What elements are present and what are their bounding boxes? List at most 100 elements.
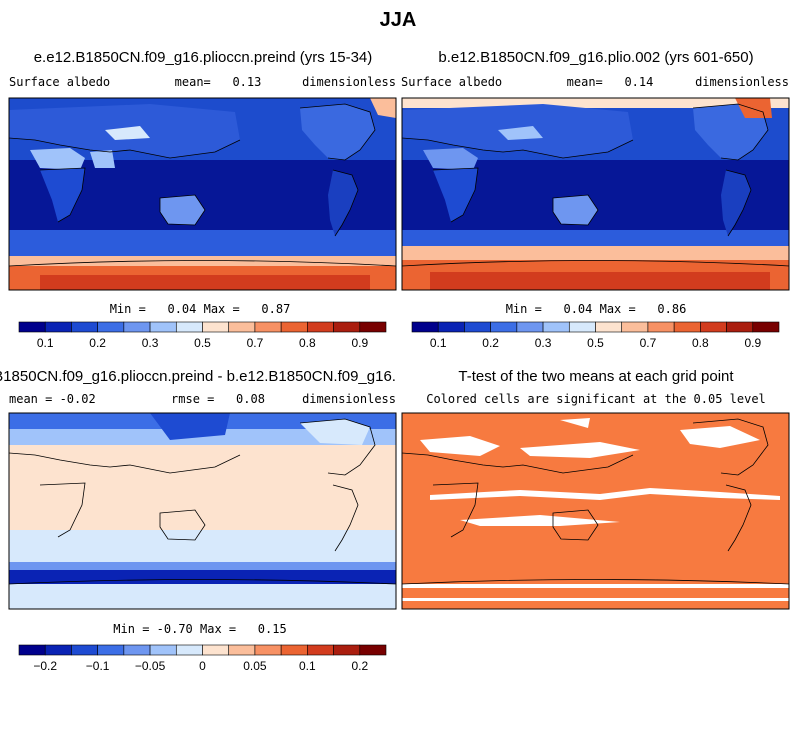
panel-3-colorbar-swatch xyxy=(202,644,230,656)
panel-1-colorbar-swatch xyxy=(228,321,256,333)
panel-3-colorbar-swatch xyxy=(18,644,46,656)
panel-2-colorbar-swatch xyxy=(411,321,439,333)
panel-2-greenland xyxy=(735,98,772,118)
panel-3-colorbar-tick-label: −0.1 xyxy=(86,659,110,673)
panel-3-coastlines xyxy=(9,418,396,585)
panel-1-variable-label: Surface albedo xyxy=(9,75,110,89)
panel-3-title: e.e12.B1850CN.f09_g16.plioccn.preind - b… xyxy=(0,368,449,385)
panel-2-coastlines xyxy=(402,103,789,267)
panel-3-units-label: dimensionless xyxy=(302,392,396,406)
panel-2-colorbar: 0.1 0.2 0.3 0.5 0.7 0.8 0.9 xyxy=(411,321,780,350)
panel-1-colorbar-swatch xyxy=(333,321,361,333)
panel-2-colorbar-swatch xyxy=(647,321,675,333)
panel-1-colorbar-tick-label: 0.8 xyxy=(299,336,316,350)
panel-2-colorbar-swatch xyxy=(437,321,465,333)
panel-3-north-america-negative xyxy=(300,419,370,445)
panel-2-units-label: dimensionless xyxy=(695,75,789,89)
panel-2-title: b.e12.B1850CN.f09_g16.plio.002 (yrs 601-… xyxy=(438,49,753,66)
panel-4-insignificant-north xyxy=(420,418,760,458)
panel-3-colorbar-swatch xyxy=(97,644,125,656)
panel-2-arctic-band xyxy=(402,98,789,108)
panel-1-north-america xyxy=(300,104,375,160)
panel-4-coastlines xyxy=(402,418,789,585)
panel-1-antarctic-sea-ice xyxy=(9,256,396,266)
panel-3-southern-band xyxy=(9,530,396,562)
panel-2-colorbar-swatch xyxy=(516,321,544,333)
panel-1-colorbar-swatch xyxy=(359,321,387,333)
panel-2-south-america xyxy=(721,170,751,236)
panel-2-mean-label: mean= 0.14 xyxy=(567,75,654,89)
panel-4-map xyxy=(402,413,789,609)
panel-2-minmax: Min = 0.04 Max = 0.86 xyxy=(506,302,687,316)
panel-2-colorbar-swatch xyxy=(726,321,754,333)
panel-1-colorbar: 0.1 0.2 0.3 0.5 0.7 0.8 0.9 xyxy=(18,321,387,350)
panel-3-colorbar-swatch xyxy=(149,644,177,656)
panel-3-colorbar-tick-label: 0.05 xyxy=(243,659,267,673)
panel-1-colorbar-swatch xyxy=(307,321,334,333)
panel-1-title: e.e12.B1850CN.f09_g16.plioccn.preind (yr… xyxy=(34,49,373,66)
panel-1-africa-south xyxy=(40,168,85,222)
panel-2-colorbar-tick-label: 0.5 xyxy=(587,336,604,350)
panel-3-colorbar-swatch xyxy=(228,644,256,656)
panel-3-frame xyxy=(8,412,397,610)
panel-3-colorbar-swatch xyxy=(44,644,72,656)
panel-1-colorbar-tick-label: 0.5 xyxy=(194,336,211,350)
panel-2-southern-ocean xyxy=(402,230,789,246)
panel-2-colorbar-swatch xyxy=(464,321,491,333)
panel-1-colorbar-swatch xyxy=(18,321,46,333)
panel-1-minmax: Min = 0.04 Max = 0.87 xyxy=(110,302,291,316)
panel-3-mean-label: mean = -0.02 xyxy=(9,392,96,406)
panel-1-colorbar-swatch xyxy=(149,321,177,333)
panel-4-subtitle: Colored cells are significant at the 0.0… xyxy=(426,392,766,406)
panel-1-mean-label: mean= 0.13 xyxy=(175,75,262,89)
panel-2-colorbar-tick-label: 0.7 xyxy=(640,336,657,350)
panel-2-colorbar-swatch xyxy=(595,321,623,333)
panel-3-map xyxy=(9,413,396,609)
panel-1-tibet xyxy=(105,126,150,140)
panel-1-colorbar-tick-label: 0.7 xyxy=(247,336,264,350)
panel-3-colorbar-swatch xyxy=(175,644,203,656)
panel-2-colorbar-swatch xyxy=(542,321,570,333)
panel-2-tibet xyxy=(498,126,543,140)
panel-2-colorbar-tick-label: 0.1 xyxy=(430,336,447,350)
panel-1-frame xyxy=(8,97,397,291)
panel-2-colorbar-swatch xyxy=(700,321,727,333)
panel-1-south-america xyxy=(328,170,358,236)
panel-1-map xyxy=(9,98,396,290)
panel-4-insignificant-south xyxy=(402,584,789,601)
panel-4: T-test of the two means at each grid poi… xyxy=(401,368,790,610)
figure-title: JJA xyxy=(380,9,417,31)
panel-1-colorbar-swatch xyxy=(71,321,98,333)
panel-3-colorbar-tick-label: 0.2 xyxy=(351,659,368,673)
panel-3-colorbar-swatch xyxy=(333,644,361,656)
panel-3-colorbar-tick-label: 0.1 xyxy=(299,659,316,673)
panel-4-frame xyxy=(401,412,790,610)
panel-2-colorbar-swatch xyxy=(673,321,701,333)
panel-1-colorbar-swatch xyxy=(202,321,230,333)
panel-2-sahara xyxy=(423,148,478,170)
panel-2-colorbar-tick-label: 0.3 xyxy=(535,336,552,350)
panel-1-units-label: dimensionless xyxy=(302,75,396,89)
panel-3-colorbar-swatch xyxy=(123,644,151,656)
panel-2-colorbar-tick-label: 0.9 xyxy=(744,336,761,350)
panel-2-colorbar-swatch xyxy=(568,321,596,333)
panel-2-map xyxy=(402,98,789,290)
panel-3-sea-ice-edge xyxy=(9,562,396,570)
panel-3-colorbar-swatch xyxy=(254,644,282,656)
panel-3-rmse-label: rmse = 0.08 xyxy=(171,392,265,406)
panel-3-antarctica xyxy=(9,584,396,609)
panel-1-colorbar-swatch xyxy=(123,321,151,333)
panel-3-colorbar-tick-label: −0.2 xyxy=(33,659,57,673)
panel-3-colorbar-tick-label: 0 xyxy=(199,659,206,673)
panel-1-sahara xyxy=(30,148,85,170)
panel-2-australia xyxy=(553,195,598,225)
panel-2-frame xyxy=(401,97,790,291)
panel-1-antarctic-plateau xyxy=(40,275,370,290)
panel-3-colorbar: −0.2 −0.1 −0.05 0 0.05 0.1 0.2 xyxy=(18,644,387,673)
panel-2-africa-south xyxy=(433,168,478,222)
panel-1-coastlines xyxy=(9,103,396,267)
panel-2-antarctic-plateau xyxy=(430,272,770,290)
panel-3-colorbar-swatch xyxy=(71,644,98,656)
